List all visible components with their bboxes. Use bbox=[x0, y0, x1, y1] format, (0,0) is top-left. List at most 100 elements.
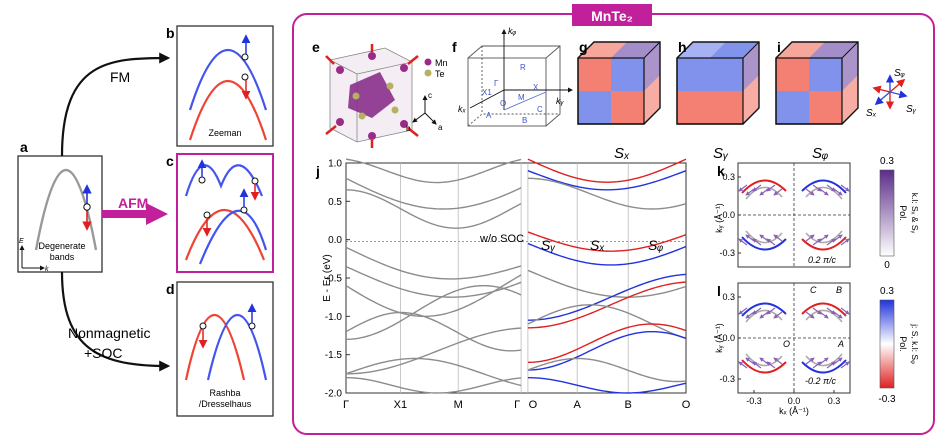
band-with-soc bbox=[527, 231, 687, 252]
spin-texture-arrow bbox=[826, 184, 836, 192]
colorbar-top-pol: Pol. bbox=[898, 205, 908, 221]
panel-c-frame bbox=[176, 153, 274, 273]
crystal-structure bbox=[325, 44, 419, 148]
band-label-sz: Sᵩ bbox=[648, 237, 663, 253]
panel-k-letter: k bbox=[717, 163, 725, 179]
x-tick-label: Γ bbox=[343, 399, 349, 411]
panel-l-c: C bbox=[810, 285, 817, 295]
fm-arrow bbox=[60, 52, 171, 157]
afm-point-2 bbox=[251, 177, 259, 185]
k-point-marker bbox=[83, 203, 91, 211]
kl-ytick-label: 0.3 bbox=[722, 292, 735, 302]
panel-a-letter: a bbox=[20, 139, 28, 155]
spin-texture-arrow bbox=[833, 234, 843, 242]
spin-texture-arrow bbox=[840, 307, 850, 315]
panel-a-caption-2: bands bbox=[50, 252, 75, 262]
band-curves bbox=[345, 158, 687, 394]
fermi-contour bbox=[741, 302, 787, 317]
afm-label: AFM bbox=[118, 195, 148, 211]
spin-texture-arrow bbox=[833, 311, 843, 319]
band-no-soc bbox=[345, 189, 522, 229]
kl-xtick-label: -0.3 bbox=[746, 396, 762, 406]
spin-texture-arrow bbox=[745, 188, 755, 196]
colorbar-top-label: k.l: Sₓ & Sᵧ bbox=[910, 193, 920, 234]
spin-texture-arrow bbox=[773, 188, 783, 196]
spin-texture-arrow bbox=[773, 357, 783, 365]
degenerate-band-curve bbox=[34, 168, 98, 251]
spin-axis-sz: Sᵩ bbox=[894, 68, 905, 79]
cube-face bbox=[710, 58, 743, 91]
fermi-contour bbox=[741, 359, 787, 374]
lattice-axes bbox=[412, 95, 437, 125]
colorbar-top bbox=[879, 169, 895, 257]
x-tick-label: B bbox=[625, 399, 632, 411]
band-with-soc bbox=[527, 357, 687, 383]
fermi-contour bbox=[801, 359, 847, 374]
bz-point-c: C bbox=[537, 105, 543, 114]
afm-point-4 bbox=[240, 206, 248, 214]
band-with-soc bbox=[527, 177, 687, 210]
constant-energy-contours bbox=[738, 163, 850, 393]
panel-l-o: O bbox=[783, 339, 790, 349]
panel-g-letter: g bbox=[579, 39, 588, 55]
spin-texture-arrow bbox=[766, 307, 776, 315]
panel-l-ylabel: kᵧ (Å⁻¹) bbox=[714, 323, 724, 353]
zeeman-lower-band bbox=[188, 79, 268, 141]
soc-label: +SOC bbox=[84, 345, 123, 361]
spin-texture-arrow bbox=[833, 188, 843, 196]
colorbar-bottom-min: -0.3 bbox=[878, 394, 896, 405]
band-no-soc bbox=[345, 246, 522, 280]
bz-point-o: O bbox=[500, 99, 506, 108]
y-tick-label: 0.5 bbox=[328, 197, 342, 208]
spin-texture-arrow bbox=[738, 238, 748, 246]
fermi-contour-inner bbox=[805, 353, 843, 367]
x-tick-label: X1 bbox=[394, 399, 407, 411]
cube-face bbox=[578, 91, 611, 124]
cube-edge bbox=[742, 41, 760, 59]
spin-axis-sx: Sₓ bbox=[866, 108, 877, 119]
panel-a-caption-1: Degenerate bbox=[38, 241, 85, 251]
panel-f-letter: f bbox=[452, 39, 457, 55]
spin-texture-arrow bbox=[759, 188, 769, 196]
spin-texture-arrow bbox=[752, 184, 762, 192]
colorbar-bottom-pol: Pol. bbox=[898, 336, 908, 352]
panel-k-ylabel: kᵧ (Å⁻¹) bbox=[714, 203, 724, 233]
fermi-contour bbox=[801, 236, 847, 251]
band-no-soc bbox=[345, 158, 522, 184]
cube-face bbox=[677, 91, 710, 124]
band-no-soc bbox=[345, 274, 522, 318]
spin-texture-arrow bbox=[840, 184, 850, 192]
axis-k-label: k bbox=[45, 266, 49, 273]
colorbar-top-max: 0.3 bbox=[880, 156, 894, 167]
spin-texture-arrow bbox=[819, 357, 829, 365]
y-tick-label: -1.5 bbox=[325, 350, 343, 361]
y-tick-label: 1.0 bbox=[328, 159, 342, 170]
cube-face bbox=[809, 91, 842, 124]
bz-point-b: B bbox=[522, 116, 527, 125]
band-no-soc bbox=[345, 327, 522, 375]
axis-e-label: E bbox=[19, 238, 24, 245]
panel-i-letter: i bbox=[777, 39, 781, 55]
panel-c-letter: c bbox=[166, 153, 174, 169]
cube-face bbox=[710, 91, 743, 124]
fermi-contour-inner bbox=[805, 230, 843, 244]
spin-texture-arrow bbox=[840, 238, 850, 246]
spin-texture-arrow bbox=[773, 234, 783, 242]
spin-texture-arrow bbox=[805, 357, 815, 365]
cube-front-edge bbox=[577, 57, 645, 125]
band-with-soc bbox=[527, 323, 687, 364]
afm-point-3 bbox=[203, 211, 211, 219]
spin-texture-arrow bbox=[759, 357, 769, 365]
spin-texture-arrow bbox=[805, 188, 815, 196]
band-with-soc bbox=[527, 273, 687, 321]
mnte2-title-box bbox=[572, 4, 652, 26]
panel-d-caption-2: /Dresselhaus bbox=[199, 399, 252, 409]
band-label-sx: Sₓ bbox=[590, 237, 605, 253]
zeeman-upper-band bbox=[188, 48, 268, 111]
spin-texture-arrow bbox=[812, 184, 822, 192]
colorbar-bottom-label: j: S, k.l: Sᵩ bbox=[910, 323, 920, 364]
panel-l-a: A bbox=[837, 339, 844, 349]
bz-point-m: M bbox=[518, 93, 525, 102]
cube-edge bbox=[841, 41, 859, 59]
kl-xtick-label: 0.3 bbox=[828, 396, 841, 406]
